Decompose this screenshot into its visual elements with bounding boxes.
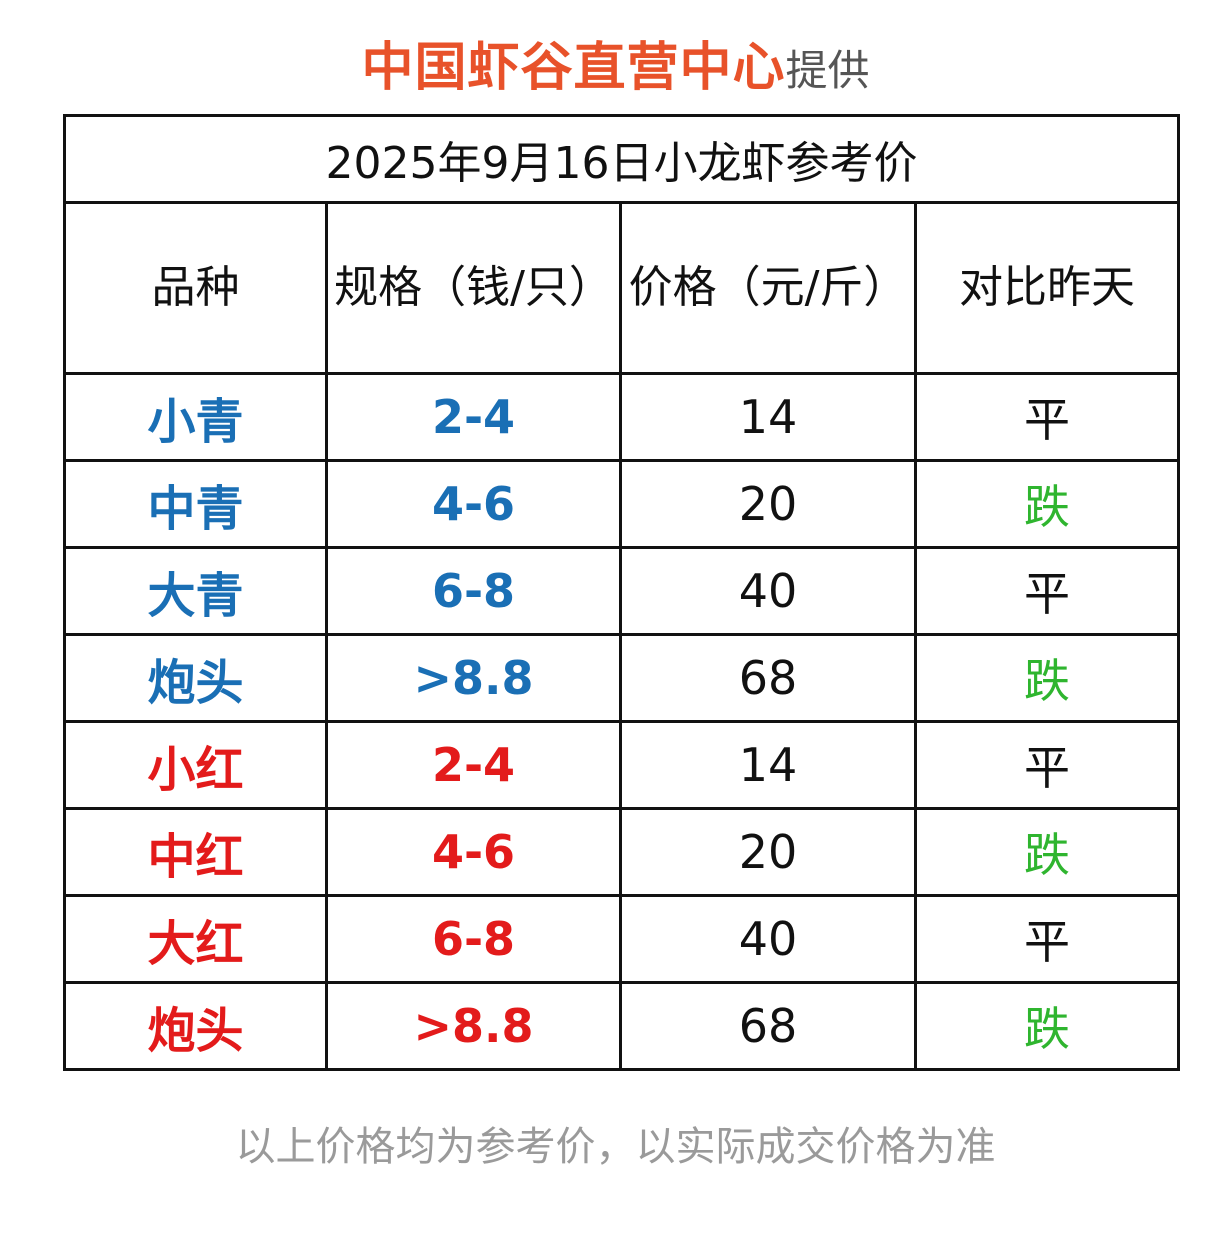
variety-cell: 炮头: [63, 633, 328, 723]
variety-cell: 大青: [63, 546, 328, 636]
spec-cell: 2-4: [325, 372, 622, 462]
column-header-spec: 规格（钱/只）: [325, 201, 622, 375]
table-row: 炮头 >8.8 68 跌: [63, 633, 1181, 723]
spec-cell: 6-8: [325, 546, 622, 636]
table-row: 大青 6-8 40 平: [63, 546, 1181, 636]
price-cell: 20: [619, 807, 917, 897]
change-cell: 跌: [913, 633, 1181, 723]
table-row: 中红 4-6 20 跌: [63, 807, 1181, 897]
page-header: 中国虾谷直营中心提供: [0, 28, 1231, 108]
table-title-row: 2025年9月16日小龙虾参考价: [62, 114, 1181, 204]
column-header-price: 价格（元/斤）: [619, 201, 917, 375]
price-cell: 20: [619, 459, 917, 549]
table-row: 中青 4-6 20 跌: [63, 459, 1181, 549]
spec-cell: 4-6: [325, 807, 622, 897]
change-cell: 平: [913, 720, 1181, 810]
variety-cell: 中青: [63, 459, 328, 549]
table-row: 小红 2-4 14 平: [63, 720, 1181, 810]
table-row: 小青 2-4 14 平: [63, 372, 1181, 462]
price-cell: 14: [619, 720, 917, 810]
variety-cell: 中红: [63, 807, 328, 897]
variety-cell: 小青: [63, 372, 328, 462]
price-table: 2025年9月16日小龙虾参考价 品种 规格（钱/只） 价格（元/斤） 对比昨天…: [62, 114, 1181, 1071]
change-cell: 跌: [913, 807, 1181, 897]
change-cell: 跌: [913, 981, 1181, 1071]
variety-cell: 小红: [63, 720, 328, 810]
column-header-variety: 品种: [63, 201, 328, 375]
table-row: 大红 6-8 40 平: [63, 894, 1181, 984]
spec-cell: >8.8: [325, 633, 622, 723]
table-header-row: 品种 规格（钱/只） 价格（元/斤） 对比昨天: [63, 201, 1181, 375]
variety-cell: 炮头: [63, 981, 328, 1071]
variety-cell: 大红: [63, 894, 328, 984]
spec-cell: 2-4: [325, 720, 622, 810]
table-row: 炮头 >8.8 68 跌: [63, 981, 1181, 1071]
price-cell: 40: [619, 894, 917, 984]
brand-name: 中国虾谷直营中心: [361, 38, 786, 98]
table-title: 2025年9月16日小龙虾参考价: [62, 114, 1181, 204]
change-cell: 平: [913, 894, 1181, 984]
spec-cell: 6-8: [325, 894, 622, 984]
price-cell: 68: [619, 633, 917, 723]
change-cell: 平: [913, 372, 1181, 462]
provided-by-label: 提供: [785, 46, 870, 95]
spec-cell: >8.8: [325, 981, 622, 1071]
disclaimer-note: 以上价格均为参考价，以实际成交价格为准: [235, 1124, 996, 1170]
change-cell: 跌: [913, 459, 1181, 549]
spec-cell: 4-6: [325, 459, 622, 549]
change-cell: 平: [913, 546, 1181, 636]
price-cell: 14: [619, 372, 917, 462]
price-cell: 68: [619, 981, 917, 1071]
price-cell: 40: [619, 546, 917, 636]
column-header-change: 对比昨天: [913, 201, 1181, 375]
